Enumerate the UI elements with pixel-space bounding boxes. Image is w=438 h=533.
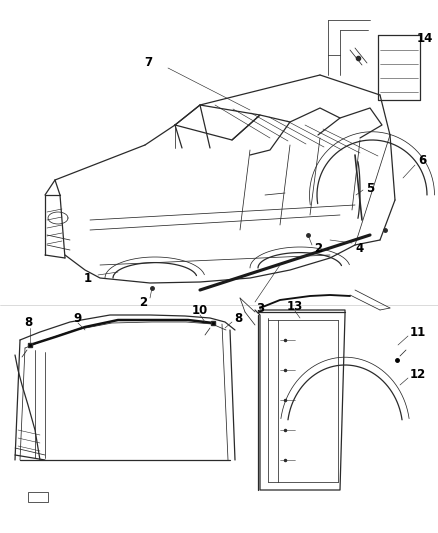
Text: 7: 7	[144, 55, 152, 69]
Text: 8: 8	[24, 316, 32, 328]
Text: 12: 12	[410, 368, 426, 382]
Text: 9: 9	[74, 311, 82, 325]
Text: 13: 13	[287, 300, 303, 312]
Text: 14: 14	[417, 31, 433, 44]
Text: 4: 4	[356, 241, 364, 254]
Text: 2: 2	[139, 295, 147, 309]
Text: 2: 2	[314, 241, 322, 254]
Text: 8: 8	[234, 311, 242, 325]
Bar	[28, 492, 48, 502]
Text: 11: 11	[410, 326, 426, 338]
Text: 1: 1	[84, 271, 92, 285]
Text: 10: 10	[192, 303, 208, 317]
Text: 3: 3	[256, 302, 264, 314]
Text: 6: 6	[418, 154, 426, 166]
Text: 5: 5	[366, 182, 374, 195]
